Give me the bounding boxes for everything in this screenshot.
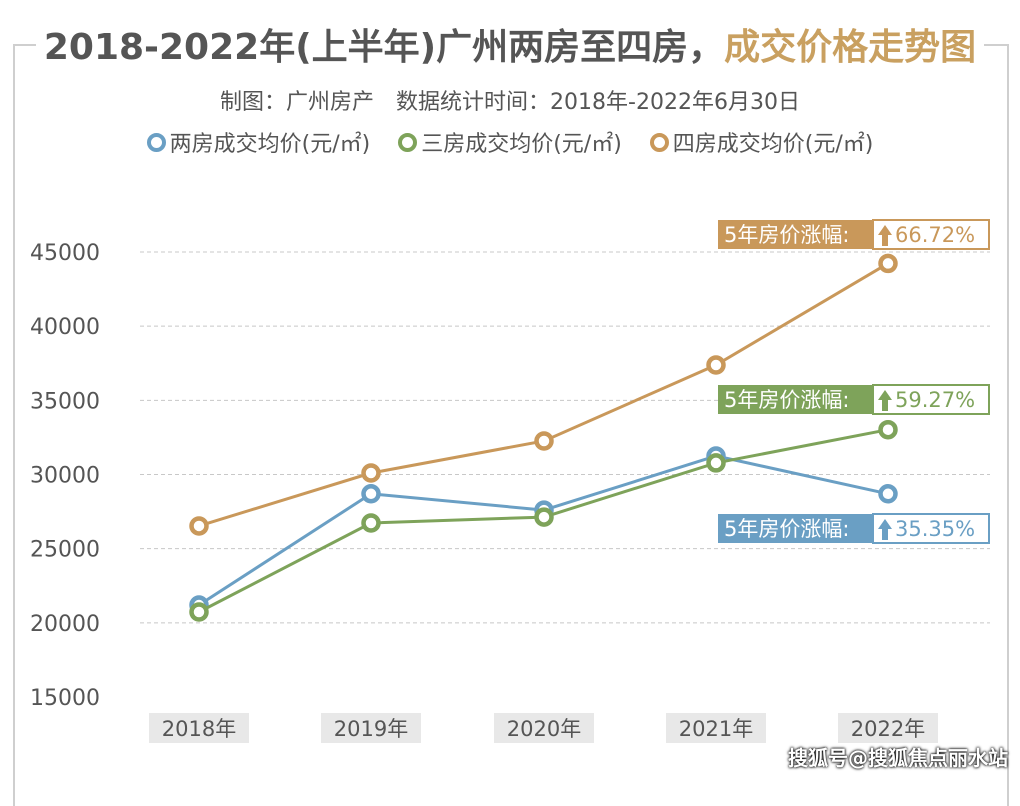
legend-marker-icon — [649, 132, 669, 152]
data-point — [361, 463, 381, 483]
data-point — [878, 484, 898, 504]
up-arrow-icon — [878, 225, 892, 246]
y-tick-label: 40000 — [30, 315, 100, 340]
title-main: 2018-2022年(上半年)广州两房至四房， — [43, 27, 725, 68]
data-point — [706, 453, 726, 473]
data-point — [361, 513, 381, 533]
x-tick-bg — [321, 713, 421, 743]
x-tick-label: 2022年 — [851, 717, 925, 741]
y-tick-label: 25000 — [30, 538, 100, 563]
chart-title: 2018-2022年(上半年)广州两房至四房，成交价格走势图 — [0, 18, 1020, 70]
data-point — [534, 507, 554, 527]
growth-value: 66.72% — [895, 223, 975, 247]
x-tick-bg — [149, 713, 249, 743]
growth-value-box — [872, 384, 990, 415]
legend: 两房成交均价(元/㎡) 三房成交均价(元/㎡) 四房成交均价(元/㎡) — [0, 126, 1020, 158]
data-point — [534, 431, 554, 451]
up-arrow-icon — [878, 390, 892, 411]
legend-label: 两房成交均价(元/㎡) — [169, 132, 371, 157]
x-tick-bg — [666, 713, 766, 743]
y-tick-label: 35000 — [30, 389, 100, 414]
growth-label-bg — [718, 514, 873, 543]
x-tick-bg — [838, 713, 938, 743]
legend-item-2room: 两房成交均价(元/㎡) — [146, 126, 371, 158]
watermark: 搜狐号@搜狐焦点丽水站 — [788, 746, 1008, 770]
legend-item-4room: 四房成交均价(元/㎡) — [649, 126, 874, 158]
x-tick-label: 2020年 — [507, 717, 581, 741]
title-accent: 成交价格走势图 — [724, 27, 977, 68]
legend-marker-icon — [398, 132, 418, 152]
growth-value: 35.35% — [895, 517, 975, 541]
x-tick-label: 2018年 — [162, 717, 236, 741]
y-tick-label: 30000 — [30, 464, 100, 489]
up-arrow-icon — [878, 519, 892, 540]
y-tick-label: 15000 — [30, 686, 100, 711]
data-point — [878, 253, 898, 274]
growth-value-box — [872, 513, 990, 544]
y-tick-label: 45000 — [30, 241, 100, 266]
data-point — [878, 419, 898, 440]
growth-label-bg — [718, 385, 873, 414]
y-tick-label: 20000 — [30, 612, 100, 637]
growth-label: 5年房价涨幅: — [724, 517, 849, 541]
legend-label: 三房成交均价(元/㎡) — [421, 132, 622, 157]
data-point — [189, 602, 209, 622]
growth-value: 59.27% — [895, 388, 975, 412]
growth-value-box — [872, 219, 990, 250]
x-tick-label: 2021年 — [679, 717, 753, 741]
legend-marker-icon — [146, 132, 166, 152]
line-chart: 15000 20000 25000 30000 35000 40000 45000 2018年… — [30, 219, 990, 743]
data-point — [189, 516, 209, 536]
x-tick-bg — [494, 713, 594, 743]
legend-label: 四房成交均价(元/㎡) — [672, 132, 874, 157]
growth-label: 5年房价涨幅: — [724, 223, 849, 247]
x-tick-label: 2019年 — [334, 717, 408, 741]
growth-label-bg — [718, 220, 873, 249]
data-point — [706, 355, 726, 375]
growth-label: 5年房价涨幅: — [724, 388, 849, 412]
legend-item-3room: 三房成交均价(元/㎡) — [398, 126, 622, 158]
data-point — [361, 484, 381, 504]
chart-subtitle: 制图：广州房产 数据统计时间：2018年-2022年6月30日 — [220, 90, 800, 115]
